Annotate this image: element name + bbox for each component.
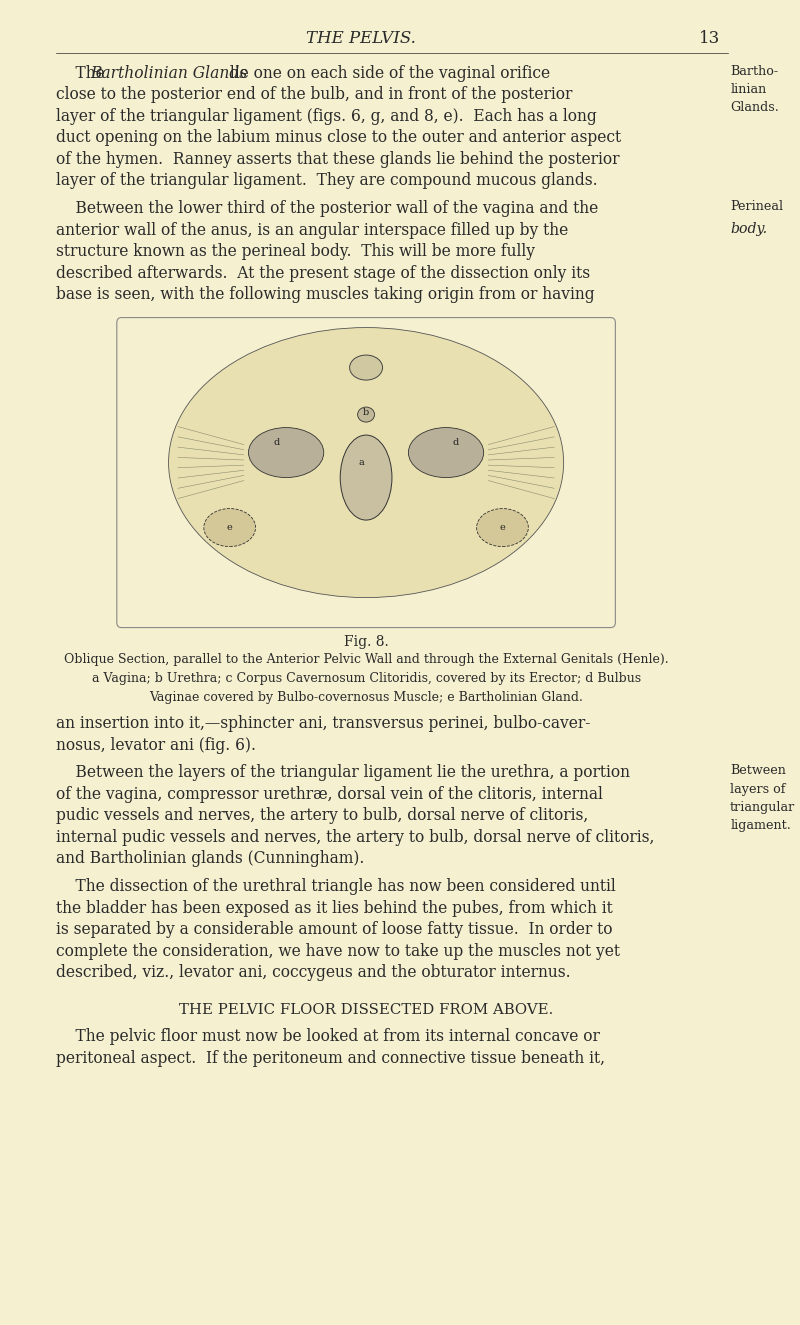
Text: the bladder has been exposed as it lies behind the pubes, from which it: the bladder has been exposed as it lies …	[56, 900, 613, 917]
Text: a Vagina; b Urethra; c Corpus Cavernosum Clitoridis, covered by its Erector; d B: a Vagina; b Urethra; c Corpus Cavernosum…	[91, 672, 641, 685]
Text: anterior wall of the anus, is an angular interspace filled up by the: anterior wall of the anus, is an angular…	[56, 221, 568, 238]
Text: peritoneal aspect.  If the peritoneum and connective tissue beneath it,: peritoneal aspect. If the peritoneum and…	[56, 1049, 605, 1067]
Text: close to the posterior end of the bulb, and in front of the posterior: close to the posterior end of the bulb, …	[56, 86, 572, 103]
Text: d: d	[274, 439, 280, 447]
Text: body.: body.	[730, 221, 767, 236]
Ellipse shape	[358, 407, 374, 423]
Text: The dissection of the urethral triangle has now been considered until: The dissection of the urethral triangle …	[56, 878, 615, 896]
Text: Bartholinian Glands: Bartholinian Glands	[90, 65, 248, 82]
Text: The: The	[56, 65, 110, 82]
Text: lie one on each side of the vaginal orifice: lie one on each side of the vaginal orif…	[225, 65, 550, 82]
Text: Bartho-: Bartho-	[730, 65, 778, 78]
Text: layer of the triangular ligament (figs. 6, g, and 8, e).  Each has a long: layer of the triangular ligament (figs. …	[56, 107, 597, 125]
Text: e: e	[500, 523, 506, 533]
Text: complete the consideration, we have now to take up the muscles not yet: complete the consideration, we have now …	[56, 942, 620, 959]
Text: Vaginae covered by Bulbo-covernosus Muscle; e Bartholinian Gland.: Vaginae covered by Bulbo-covernosus Musc…	[149, 692, 583, 704]
Text: THE PELVIS.: THE PELVIS.	[306, 30, 416, 46]
Text: Between the layers of the triangular ligament lie the urethra, a portion: Between the layers of the triangular lig…	[56, 765, 630, 782]
Text: of the hymen.  Ranney asserts that these glands lie behind the posterior: of the hymen. Ranney asserts that these …	[56, 151, 619, 168]
Text: Glands.: Glands.	[730, 102, 779, 114]
Text: ligament.: ligament.	[730, 819, 791, 832]
Ellipse shape	[477, 509, 528, 547]
Text: and Bartholinian glands (Cunningham).: and Bartholinian glands (Cunningham).	[56, 851, 364, 868]
Text: layer of the triangular ligament.  They are compound mucous glands.: layer of the triangular ligament. They a…	[56, 172, 598, 189]
Text: THE PELVIC FLOOR DISSECTED FROM ABOVE.: THE PELVIC FLOOR DISSECTED FROM ABOVE.	[179, 1003, 554, 1016]
Text: of the vagina, compressor urethræ, dorsal vein of the clitoris, internal: of the vagina, compressor urethræ, dorsa…	[56, 786, 602, 803]
Text: base is seen, with the following muscles taking origin from or having: base is seen, with the following muscles…	[56, 286, 594, 303]
Text: nosus, levator ani (fig. 6).: nosus, levator ani (fig. 6).	[56, 737, 256, 754]
Text: an insertion into it,—sphincter ani, transversus perinei, bulbo-caver-: an insertion into it,—sphincter ani, tra…	[56, 716, 590, 731]
Text: Fig. 8.: Fig. 8.	[344, 635, 389, 648]
FancyBboxPatch shape	[117, 318, 615, 628]
Ellipse shape	[169, 327, 564, 598]
Text: linian: linian	[730, 83, 766, 97]
Text: a: a	[358, 458, 364, 468]
Text: structure known as the perineal body.  This will be more fully: structure known as the perineal body. Th…	[56, 244, 534, 260]
Ellipse shape	[204, 509, 255, 547]
Text: pudic vessels and nerves, the artery to bulb, dorsal nerve of clitoris,: pudic vessels and nerves, the artery to …	[56, 807, 588, 824]
Text: Perineal: Perineal	[730, 200, 783, 213]
Text: is separated by a considerable amount of loose fatty tissue.  In order to: is separated by a considerable amount of…	[56, 921, 612, 938]
Text: The pelvic floor must now be looked at from its internal concave or: The pelvic floor must now be looked at f…	[56, 1028, 599, 1045]
Text: duct opening on the labium minus close to the outer and anterior aspect: duct opening on the labium minus close t…	[56, 130, 621, 146]
Ellipse shape	[409, 428, 484, 477]
Text: layers of: layers of	[730, 783, 786, 796]
Text: Oblique Section, parallel to the Anterior Pelvic Wall and through the External G: Oblique Section, parallel to the Anterio…	[64, 653, 668, 666]
Ellipse shape	[350, 355, 382, 380]
Text: described, viz., levator ani, coccygeus and the obturator internus.: described, viz., levator ani, coccygeus …	[56, 965, 570, 980]
Text: triangular: triangular	[730, 800, 795, 814]
Ellipse shape	[249, 428, 324, 477]
Text: b: b	[363, 408, 370, 417]
Text: Between the lower third of the posterior wall of the vagina and the: Between the lower third of the posterior…	[56, 200, 598, 217]
Text: e: e	[227, 523, 233, 533]
Text: Between: Between	[730, 765, 786, 778]
Text: internal pudic vessels and nerves, the artery to bulb, dorsal nerve of clitoris,: internal pudic vessels and nerves, the a…	[56, 829, 654, 845]
Text: described afterwards.  At the present stage of the dissection only its: described afterwards. At the present sta…	[56, 265, 590, 282]
Text: 13: 13	[698, 30, 720, 46]
Ellipse shape	[340, 435, 392, 521]
Text: d: d	[452, 439, 458, 447]
